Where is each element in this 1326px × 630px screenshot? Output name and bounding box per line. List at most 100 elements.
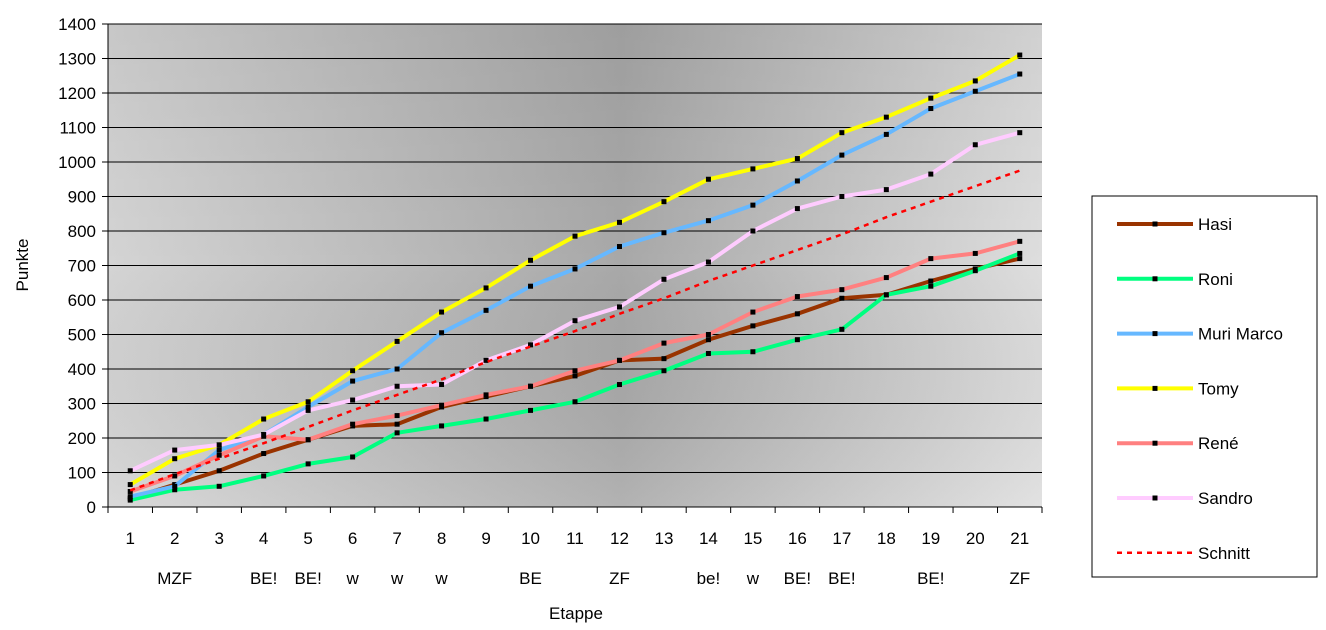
series-roni [127,250,1023,503]
data-point [883,292,889,298]
data-point [1017,256,1023,262]
tick-labels: 0 100 200 300 400 500 600 700 800 900 1000 1100 1200… [58,15,1030,588]
x-tick-label: 8 [437,529,446,548]
data-point [972,78,978,84]
data-point [1017,130,1023,136]
legend-label: Schnitt [1198,544,1250,563]
data-point [305,399,311,405]
y-tick-label: 1200 [58,84,96,103]
data-point [883,187,889,193]
y-tick-label: 1000 [58,153,96,172]
y-tick-label: 500 [68,326,96,345]
data-point [928,95,934,101]
data-point [928,278,934,284]
legend-marker [1152,440,1158,446]
data-point [572,233,578,239]
data-point [928,171,934,177]
y-tick-label: 800 [68,222,96,241]
data-point [794,294,800,300]
x-tick-label: 20 [966,529,985,548]
data-point [1017,250,1023,256]
y-tick-label: 900 [68,188,96,207]
data-point [483,285,489,291]
legend-label: Muri Marco [1198,325,1283,344]
y-tick-label: 0 [87,498,96,517]
data-point [705,332,711,337]
data-point [661,230,667,236]
data-point [394,421,400,427]
data-point [127,468,133,474]
data-point [928,106,934,112]
x-tick-label: 7 [392,529,401,548]
data-point [661,276,667,282]
data-point [483,307,489,313]
x-stage-note: BE! [784,569,811,588]
data-point [350,397,356,403]
x-tick-label: 17 [832,529,851,548]
data-point [350,378,356,384]
data-point [794,311,800,317]
data-point [616,357,622,363]
data-point [172,447,178,453]
x-stage-note: be! [697,569,721,588]
data-point [750,228,756,234]
data-point [750,323,756,329]
data-point [616,219,622,225]
data-point [972,88,978,94]
x-stage-note: BE! [828,569,855,588]
y-tick-label: 300 [68,395,96,414]
y-tick-label: 100 [68,464,96,483]
data-point [794,178,800,184]
x-tick-label: 10 [521,529,540,548]
data-point [216,447,222,453]
data-point [972,250,978,256]
data-point [127,488,133,494]
x-tick-label: 12 [610,529,629,548]
x-tick-label: 5 [303,529,312,548]
data-point [1017,238,1023,244]
data-point [528,257,534,263]
y-axis-title: Punkte [13,239,32,292]
data-point [1017,52,1023,58]
data-point [305,461,311,467]
data-point [794,206,800,212]
data-point [661,368,667,374]
gridlines [108,23,1042,473]
data-point [127,497,133,503]
data-point [972,142,978,148]
data-point [528,342,534,348]
x-stage-note: w [434,569,448,588]
series-sandro [127,130,1023,474]
legend-label: Hasi [1198,215,1232,234]
y-tick-label: 1400 [58,15,96,34]
data-point [928,256,934,262]
x-stage-note: MZF [157,569,192,588]
data-point [394,338,400,344]
y-tick-label: 1100 [59,119,96,138]
data-point [216,468,222,474]
data-point [839,287,845,293]
series-schnitt [129,169,1021,492]
data-point [216,483,222,489]
x-tick-label: 16 [788,529,807,548]
x-stage-note: BE! [294,569,321,588]
data-point [705,218,711,224]
y-tick-label: 700 [68,257,96,276]
x-stage-note: BE! [917,569,944,588]
data-point [705,176,711,182]
x-stage-note: ZF [1009,569,1030,588]
legend-marker [1152,385,1158,391]
data-point [661,356,667,362]
data-point [705,337,711,343]
data-point [928,283,934,289]
series-line [129,169,1021,492]
legend-marker [1152,495,1158,501]
data-point [483,416,489,422]
series-layer [127,52,1023,503]
legend-label: Roni [1198,270,1233,289]
x-tick-label: 2 [170,529,179,548]
series-ren- [127,238,1023,494]
x-tick-label: 11 [566,529,584,548]
data-point [350,454,356,460]
data-point [127,494,133,500]
